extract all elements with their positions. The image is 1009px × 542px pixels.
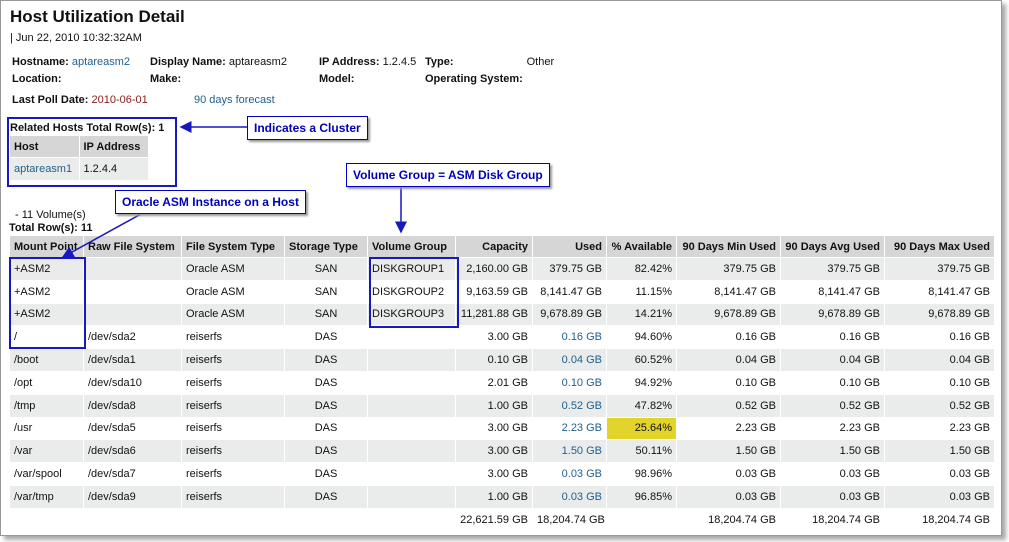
callout: Indicates a Cluster [247,116,368,140]
arrow [63,214,141,257]
callout: Oracle ASM Instance on a Host [115,190,306,214]
callout: Volume Group = ASM Disk Group [346,163,550,187]
arrows [1,1,1001,535]
